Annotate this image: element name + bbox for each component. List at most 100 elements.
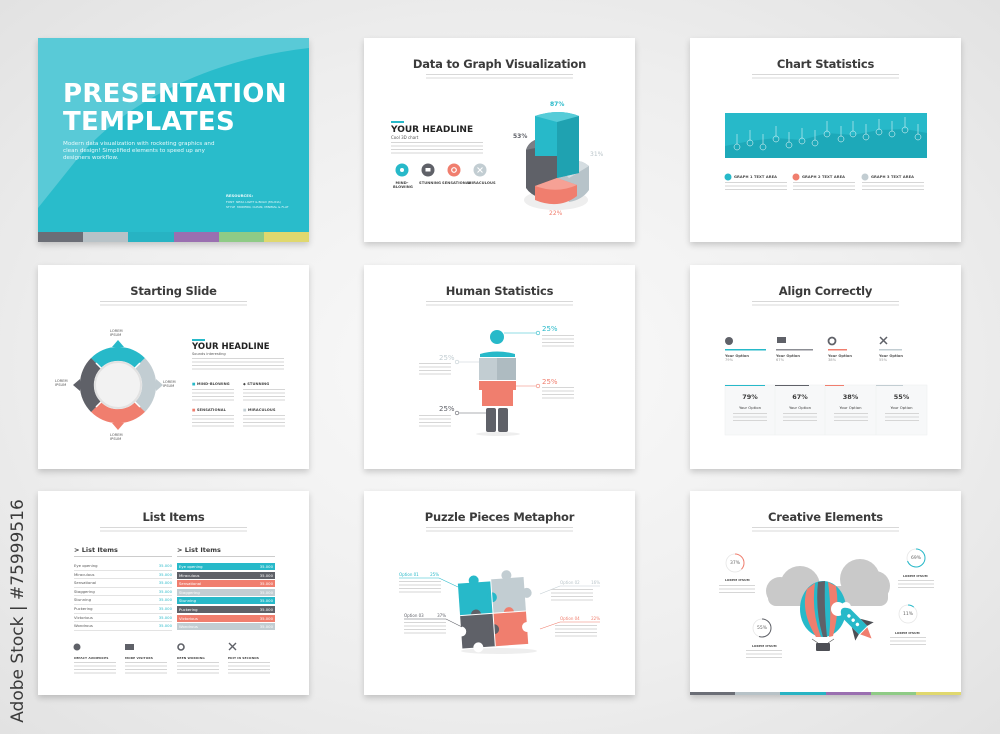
slide-title: Chart Statistics bbox=[776, 57, 875, 71]
gauge-label: LOREM IPSUM bbox=[725, 578, 750, 582]
placeholder-text bbox=[793, 182, 855, 192]
slide-title: List Items bbox=[142, 510, 205, 524]
color-bar bbox=[690, 692, 961, 695]
list-heading: > List Items bbox=[177, 546, 275, 557]
placeholder-text bbox=[725, 182, 787, 192]
headline-sub: Cool 3D chart bbox=[391, 135, 419, 140]
stat-value: 25% bbox=[542, 325, 558, 333]
slide-list-items[interactable]: List Items > List Items > List Items Eye… bbox=[38, 491, 309, 695]
slide-title: Align Correctly bbox=[778, 284, 873, 298]
item-name: Eye opening bbox=[74, 563, 98, 568]
option-value: 25% bbox=[430, 572, 439, 577]
puzzle-piece-dark-gray bbox=[460, 613, 496, 649]
feature-text: SENSATIONAL bbox=[196, 408, 227, 412]
stat-value: 25% bbox=[439, 354, 455, 362]
anchor-icon bbox=[724, 173, 732, 181]
gauge-value: 37% bbox=[729, 561, 740, 566]
feature-label: ■ SENSATIONAL bbox=[192, 408, 227, 412]
option-value: 38% bbox=[828, 358, 836, 362]
list-row-colored: Sensational 35.000 bbox=[177, 580, 275, 588]
list-row: Victorious 35.000 bbox=[74, 614, 172, 623]
option-label: Option 04 bbox=[560, 616, 580, 621]
puzzle-option: Option 02 16% bbox=[560, 580, 600, 585]
placeholder-text bbox=[177, 662, 219, 676]
placeholder-text bbox=[100, 527, 247, 534]
item-value: 35.000 bbox=[158, 614, 172, 620]
card-label: Your Option bbox=[890, 405, 913, 410]
option-top: Your Option 67% bbox=[776, 354, 800, 362]
gauge-arc bbox=[906, 548, 926, 568]
accent-line bbox=[192, 339, 205, 341]
stock-credit: Adobe Stock | #75999516 bbox=[6, 499, 30, 723]
option-label: Option 03 bbox=[404, 613, 424, 618]
slide-human-statistics[interactable]: Human Statistics 25% 25% 25% 25% bbox=[364, 265, 635, 469]
list-row: Sensational 35.000 bbox=[74, 579, 172, 588]
feature-label: IMPACT AUDIENCES bbox=[74, 656, 109, 660]
card-label: Your Option bbox=[739, 405, 761, 410]
placeholder-text bbox=[890, 637, 926, 647]
option-card: 55% Your Option bbox=[876, 393, 927, 423]
presentation-icon bbox=[125, 644, 134, 650]
line-area-chart bbox=[724, 113, 927, 181]
cover-background-shape bbox=[38, 38, 309, 208]
list-row-colored: Stunning 35.000 bbox=[177, 597, 275, 605]
placeholder-text bbox=[125, 662, 167, 676]
slide-chart-statistics[interactable]: Chart Statistics GRAPH 1 TEXT AREA GRAPH… bbox=[690, 38, 961, 242]
placeholder-text bbox=[419, 363, 451, 377]
slide-align-correctly[interactable]: Align Correctly Your Option 79% Your Opti… bbox=[690, 265, 961, 469]
card-value: 67% bbox=[792, 393, 808, 401]
cover-title-line1: PRESENTATION bbox=[63, 79, 287, 109]
item-name: Stunning bbox=[74, 597, 91, 603]
item-value: 35.000 bbox=[259, 572, 273, 578]
slide-starting[interactable]: Starting Slide LOREM IPSUM LOREM IPSUM L… bbox=[38, 265, 309, 469]
slide-data-graph[interactable]: Data to Graph Visualization YOUR HEADLIN… bbox=[364, 38, 635, 242]
placeholder-text bbox=[243, 389, 285, 401]
slide-title: Data to Graph Visualization bbox=[412, 57, 587, 71]
card-value: 55% bbox=[893, 393, 910, 401]
gear-icon bbox=[827, 336, 837, 346]
gauge-arc bbox=[725, 553, 745, 573]
puzzle-option: Option 01 25% bbox=[399, 572, 439, 577]
feature-label: EDIT IN SECONDS bbox=[228, 656, 260, 660]
icon-label: SENSATIONAL bbox=[442, 181, 472, 185]
item-value: 35.000 bbox=[158, 563, 172, 568]
list-row: Stunning 35.000 bbox=[74, 596, 172, 605]
list-row-colored: Miraculous 35.000 bbox=[177, 571, 275, 579]
stat-value: 25% bbox=[542, 378, 558, 386]
icon-label: MIND-BLOWING bbox=[393, 181, 413, 189]
list-row-colored: Wondrous 35.000 bbox=[177, 623, 275, 631]
item-value: 35.000 bbox=[259, 564, 273, 569]
placeholder-text bbox=[399, 581, 441, 595]
slide-creative-elements[interactable]: Creative Elements 37% 69% 55% 11% LOREM … bbox=[690, 491, 961, 695]
gauge-value: 69% bbox=[910, 556, 921, 561]
plain-list: Eye opening 35.000 Miraculous 35.000 Sensati… bbox=[74, 562, 172, 631]
item-value: 35.000 bbox=[259, 589, 273, 595]
item-value: 35.000 bbox=[259, 615, 273, 621]
value-label: 22% bbox=[549, 210, 563, 217]
feature-label: ■ MIND-BLOWING bbox=[192, 382, 230, 386]
item-value: 35.000 bbox=[158, 580, 172, 586]
slide-puzzle[interactable]: Puzzle Pieces Metaphor Option 01 25% Opti… bbox=[364, 491, 635, 695]
slide-cover[interactable]: PRESENTATION TEMPLATES Modern data visua… bbox=[38, 38, 309, 242]
option-value: 67% bbox=[776, 358, 784, 362]
placeholder-text bbox=[862, 182, 924, 192]
option-label: Your Option bbox=[725, 354, 749, 358]
value-label: 53% bbox=[513, 133, 528, 140]
item-name: Wondrous bbox=[74, 623, 93, 629]
graph-area-label: GRAPH 3 TEXT AREA bbox=[871, 175, 915, 179]
feature-label: ◆ STUNNING bbox=[243, 382, 270, 386]
option-label: Option 02 bbox=[560, 580, 580, 585]
cycle-ring-diagram bbox=[73, 340, 163, 430]
graph-area-label: GRAPH 1 TEXT AREA bbox=[734, 175, 778, 179]
resources-label: RESOURCES: bbox=[226, 193, 254, 198]
rocket bbox=[840, 607, 874, 641]
gauge-label: LOREM IPSUM bbox=[903, 574, 928, 578]
resource-key: STYLE bbox=[226, 205, 236, 209]
icon-label: MIRACULOUS bbox=[468, 181, 496, 185]
cover-resources: RESOURCES: FONT NEXA LIGHT & BOLD (FAUXI… bbox=[226, 193, 289, 210]
item-name: Staggering bbox=[179, 589, 200, 595]
list-row-colored: Eye opening 35.000 bbox=[177, 563, 275, 570]
item-value: 35.000 bbox=[158, 571, 172, 577]
option-label: Your Option bbox=[828, 354, 852, 358]
item-name: Puckering bbox=[74, 605, 93, 611]
